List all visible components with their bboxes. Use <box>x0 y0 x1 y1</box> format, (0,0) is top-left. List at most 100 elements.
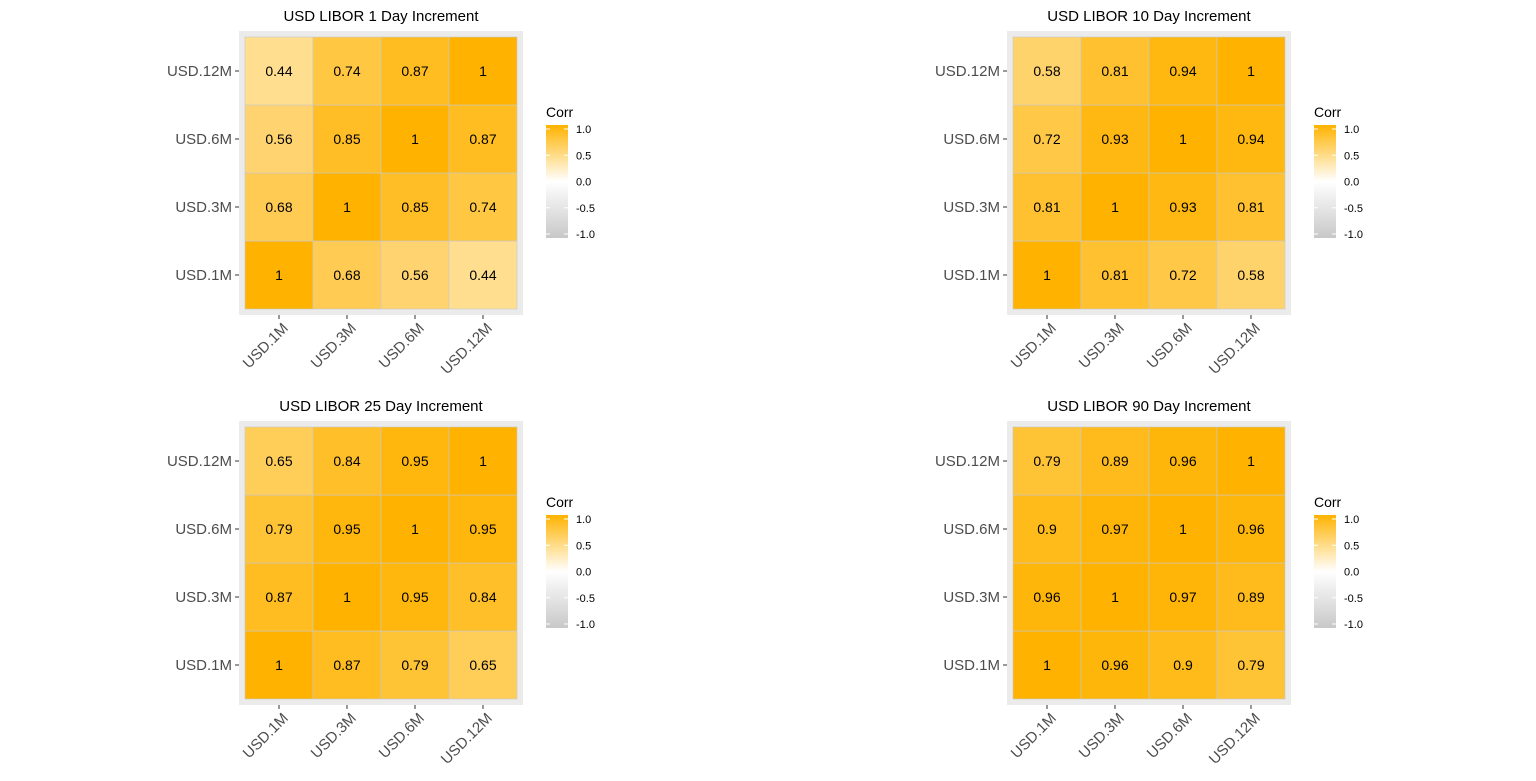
cell-value-label: 0.81 <box>1101 63 1128 79</box>
heatmap-tile <box>448 562 518 632</box>
cell-value-label: 0.79 <box>1237 657 1264 673</box>
cell-value-label: 0.56 <box>401 267 428 283</box>
y-tick-label: USD.3M <box>943 589 1000 606</box>
heatmap-tile <box>1080 426 1150 496</box>
y-tick-label: USD.12M <box>167 63 232 80</box>
x-tick-label: USD.3M <box>1076 320 1128 372</box>
legend-tick-label: 1.0 <box>576 514 591 526</box>
cell-value-label: 0.87 <box>265 589 292 605</box>
heatmap-tile <box>448 172 518 242</box>
heatmap-tile <box>1148 630 1218 700</box>
heatmap-tile <box>1012 630 1082 700</box>
y-tick-label: USD.6M <box>943 131 1000 148</box>
heatmap-tile <box>380 494 450 564</box>
heatmap-tile <box>312 494 382 564</box>
cell-value-label: 0.74 <box>333 63 360 79</box>
cell-value-label: 0.74 <box>469 199 496 215</box>
legend-tick-label: 1.0 <box>1344 514 1359 526</box>
heatmap-tile <box>380 172 450 242</box>
heatmap-tile <box>448 240 518 310</box>
cell-value-label: 0.9 <box>1173 657 1193 673</box>
heatmap-tile <box>312 172 382 242</box>
heatmap-tile <box>244 104 314 174</box>
cell-value-label: 1 <box>411 131 419 147</box>
heatmap-tile <box>312 630 382 700</box>
y-tick-label: USD.6M <box>943 521 1000 538</box>
cell-value-label: 0.89 <box>1101 453 1128 469</box>
x-tick-label: USD.1M <box>1008 320 1060 372</box>
cell-value-label: 0.79 <box>1033 453 1060 469</box>
y-tick-label: USD.3M <box>175 589 232 606</box>
cell-value-label: 1 <box>1247 63 1255 79</box>
cell-value-label: 0.56 <box>265 131 292 147</box>
cell-value-label: 1 <box>1043 267 1051 283</box>
cell-value-label: 0.95 <box>469 521 496 537</box>
legend-colorbar <box>1314 515 1336 628</box>
x-tick-label: USD.1M <box>1008 710 1060 762</box>
legend-tick-label: -0.5 <box>576 593 595 605</box>
legend-tick-label: -1.0 <box>576 619 595 631</box>
cell-value-label: 0.65 <box>265 453 292 469</box>
x-tick-label: USD.6M <box>376 320 428 372</box>
y-tick-label: USD.12M <box>935 453 1000 470</box>
legend-tick-label: -1.0 <box>1344 229 1363 241</box>
legend-tick-label: 0.0 <box>576 567 591 579</box>
cell-value-label: 1 <box>479 453 487 469</box>
legend-tick-label: -0.5 <box>1344 203 1363 215</box>
cell-value-label: 0.68 <box>333 267 360 283</box>
heatmap-tile <box>1148 426 1218 496</box>
heatmap-panel-2: USD LIBOR 10 Day Increment 1 0.81 0.72 0.58 0… <box>935 8 1363 378</box>
cell-value-label: 0.72 <box>1169 267 1196 283</box>
legend-tick-label: 0.5 <box>576 150 591 162</box>
legend-title: Corr <box>546 494 574 510</box>
heatmap-tile <box>1216 426 1286 496</box>
y-tick-label: USD.1M <box>175 267 232 284</box>
legend-title: Corr <box>1314 104 1342 120</box>
y-tick-label: USD.1M <box>175 657 232 674</box>
cell-value-label: 0.79 <box>401 657 428 673</box>
heatmap-tile <box>1012 172 1082 242</box>
legend-tick-label: 0.5 <box>1344 540 1359 552</box>
y-tick-label: USD.3M <box>175 199 232 216</box>
legend-tick-label: -0.5 <box>576 203 595 215</box>
chart-title: USD LIBOR 25 Day Increment <box>279 398 483 415</box>
cell-value-label: 0.89 <box>1237 589 1264 605</box>
y-tick-label: USD.3M <box>943 199 1000 216</box>
cell-value-label: 0.58 <box>1237 267 1264 283</box>
x-tick-label: USD.3M <box>308 710 360 762</box>
heatmap-tile <box>448 104 518 174</box>
heatmap-panel-4: USD LIBOR 90 Day Increment 1 0.96 0.9 0.79 0.… <box>935 398 1363 768</box>
cell-value-label: 1 <box>411 521 419 537</box>
heatmap-tile <box>380 104 450 174</box>
cell-value-label: 0.44 <box>265 63 292 79</box>
heatmap-tile <box>1012 562 1082 632</box>
heatmap-tile <box>380 240 450 310</box>
heatmap-tile <box>448 494 518 564</box>
legend-tick-label: 0.5 <box>576 540 591 552</box>
cell-value-label: 0.87 <box>469 131 496 147</box>
heatmap-tile <box>1080 172 1150 242</box>
cell-value-label: 1 <box>1179 131 1187 147</box>
cell-value-label: 0.72 <box>1033 131 1060 147</box>
cell-value-label: 0.97 <box>1169 589 1196 605</box>
heatmap-tile <box>244 426 314 496</box>
x-tick-label: USD.12M <box>1206 710 1264 768</box>
heatmap-tile <box>448 630 518 700</box>
legend-tick-label: 0.0 <box>576 177 591 189</box>
cell-value-label: 0.96 <box>1237 521 1264 537</box>
legend-tick-label: -0.5 <box>1344 593 1363 605</box>
heatmap-tile <box>1148 562 1218 632</box>
y-tick-label: USD.6M <box>175 131 232 148</box>
cell-value-label: 0.81 <box>1033 199 1060 215</box>
heatmap-tile <box>1148 240 1218 310</box>
y-tick-label: USD.1M <box>943 267 1000 284</box>
cell-value-label: 0.94 <box>1169 63 1196 79</box>
chart-title: USD LIBOR 10 Day Increment <box>1047 8 1251 25</box>
heatmap-tile <box>312 104 382 174</box>
cell-value-label: 0.95 <box>333 521 360 537</box>
x-tick-label: USD.12M <box>1206 320 1264 378</box>
y-tick-label: USD.12M <box>167 453 232 470</box>
